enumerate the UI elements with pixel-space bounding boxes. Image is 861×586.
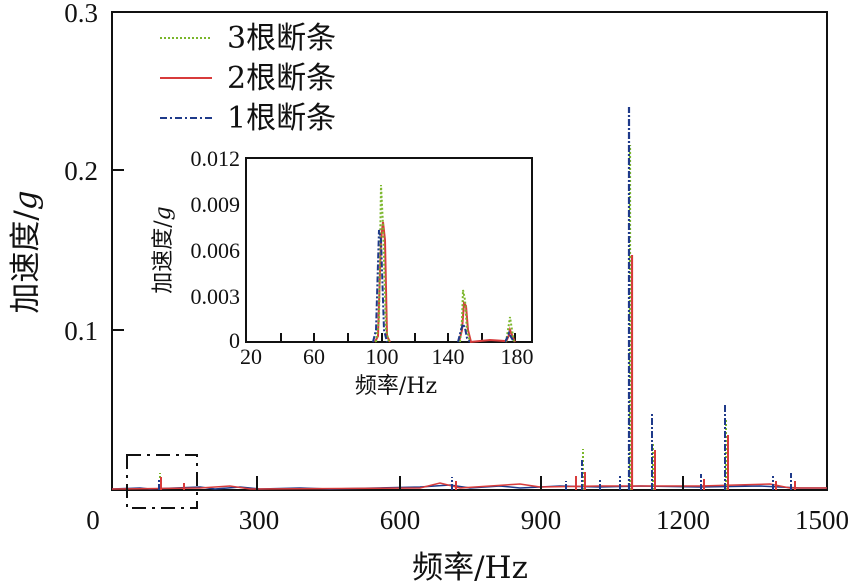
inset-series	[372, 184, 516, 343]
main-plot-frame	[111, 11, 828, 491]
inset-x-label: 频率/Hz	[355, 374, 437, 399]
baseline-noise	[111, 482, 827, 490]
svg-text:加速度/g: 加速度/g	[151, 206, 176, 294]
inset-x-tick: 100	[366, 344, 399, 369]
legend: 3根断条 2根断条 1根断条	[160, 21, 336, 136]
y-tick-label: 0.3	[64, 0, 98, 28]
zoom-region-box	[126, 454, 198, 509]
inset-x-tick: 20	[240, 344, 262, 369]
y-tick-label: 0.1	[64, 316, 98, 346]
inset-chart: 0.012 0.009 0.006 0.003 0 20 60 100 140 …	[151, 146, 534, 399]
svg-text:加速度/g: 加速度/g	[8, 190, 44, 313]
x-axis-label: 频率/Hz	[412, 550, 528, 586]
legend-label: 3根断条	[227, 21, 336, 56]
inset-x-tick: 140	[432, 344, 465, 369]
x-tick-label: 1500	[795, 505, 849, 535]
x-tick-label: 300	[239, 505, 280, 535]
dominant-peak	[627, 107, 634, 490]
peak-1135	[651, 413, 656, 490]
legend-label: 1根断条	[227, 101, 336, 136]
inset-y-label: 加速度/g	[151, 206, 176, 294]
legend-label: 2根断条	[227, 61, 336, 96]
y-axis-label: 加速度/g	[8, 190, 44, 313]
x-tick-label: 600	[380, 505, 421, 535]
x-tick-label: 0	[86, 505, 100, 535]
high-freq-peaks	[772, 473, 796, 490]
low-freq-peaks	[158, 473, 684, 490]
inset-y-tick: 0.006	[191, 238, 241, 263]
inset-x-tick: 180	[501, 344, 534, 369]
inset-frame	[245, 157, 533, 343]
inset-x-tick: 60	[303, 344, 325, 369]
inset-y-tick: 0.003	[191, 284, 241, 309]
peak-1240	[700, 474, 705, 490]
peak-1287	[724, 405, 729, 490]
x-tick-label: 1200	[656, 505, 710, 535]
mid-freq-peaks	[451, 449, 621, 490]
inset-y-tick: 0.012	[191, 146, 241, 171]
main-y-ticks	[112, 169, 124, 331]
y-tick-label: 0.2	[64, 156, 98, 186]
x-tick-label: 900	[521, 505, 562, 535]
inset-y-tick: 0	[229, 328, 240, 353]
inset-y-tick: 0.009	[191, 192, 241, 217]
